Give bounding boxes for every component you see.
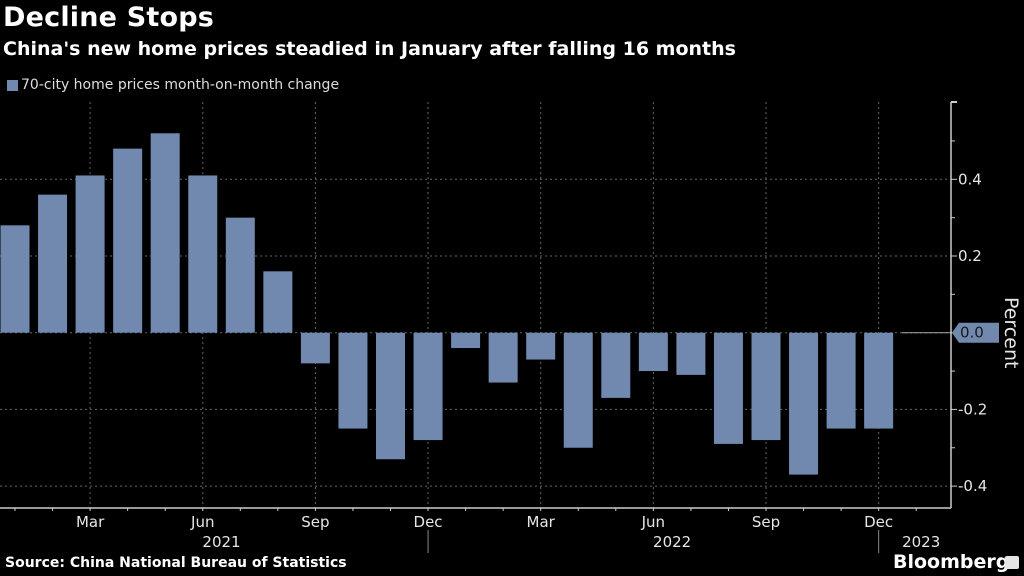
legend: 70-city home prices month-on-month chang…: [7, 77, 339, 93]
y-axis-title: Percent: [1000, 297, 1022, 369]
bar: [75, 175, 105, 333]
bar: [263, 271, 293, 333]
x-tick-label: Mar: [76, 513, 105, 531]
bar: [0, 225, 30, 333]
bar: [563, 332, 593, 448]
chart-title: Decline Stops: [3, 2, 215, 33]
last-value-label: 0.0: [960, 324, 984, 342]
bar: [225, 217, 255, 333]
chart-icon: [1005, 556, 1019, 569]
bar: [526, 332, 556, 360]
bar: [789, 332, 819, 475]
bar: [864, 332, 894, 429]
y-tick-label: -0.4: [958, 477, 987, 495]
y-tick-label: -0.2: [958, 400, 987, 418]
chart-subtitle: China's new home prices steadied in Janu…: [3, 38, 736, 60]
bar: [38, 194, 68, 333]
bar: [601, 332, 631, 398]
x-tick-label: Jun: [641, 513, 665, 531]
bar: [338, 332, 368, 429]
brand-logo: Bloomberg: [893, 551, 1010, 573]
x-tick-label: Sep: [752, 513, 780, 531]
bar: [826, 332, 856, 429]
bar: [676, 332, 706, 375]
x-year-label: 2021: [202, 533, 240, 551]
bar: [713, 332, 743, 444]
bar: [751, 332, 781, 441]
x-year-label: 2023: [902, 533, 940, 551]
x-tick-label: Sep: [301, 513, 329, 531]
bar: [150, 133, 180, 333]
bar: [488, 332, 518, 383]
last-value-flag: [952, 322, 999, 343]
legend-label: 70-city home prices month-on-month chang…: [21, 77, 340, 93]
bar: [113, 148, 143, 333]
x-year-label: 2022: [653, 533, 691, 551]
x-tick-label: Dec: [414, 513, 443, 531]
source-note: Source: China National Bureau of Statist…: [5, 555, 347, 571]
bar: [188, 175, 218, 333]
bar: [413, 332, 443, 441]
y-tick-label: 0.2: [958, 247, 982, 265]
legend-swatch: [7, 79, 18, 91]
x-tick-label: Mar: [527, 513, 556, 531]
x-tick-label: Dec: [864, 513, 893, 531]
bar: [451, 332, 481, 349]
x-tick-label: Jun: [190, 513, 214, 531]
bar: [376, 332, 405, 460]
bar: [300, 332, 330, 364]
y-tick-label: 0.4: [958, 170, 982, 188]
bar: [638, 332, 668, 372]
